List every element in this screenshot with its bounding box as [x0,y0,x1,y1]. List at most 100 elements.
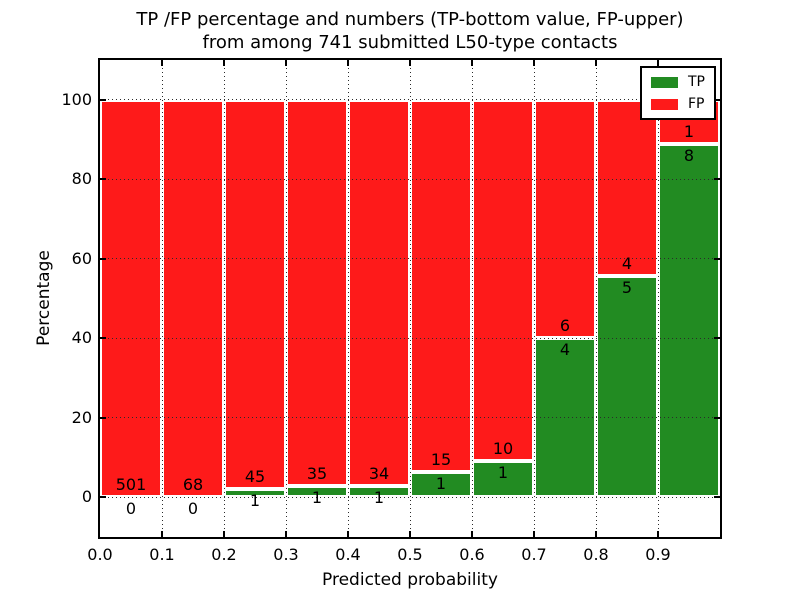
v-gridline [471,60,473,537]
fp-count-label: 68 [182,475,204,495]
plot-area: TP FP 501 0 68 0 45 1 35 1 34 1 15 1 10 1 6 4 4 5 1 8 [100,60,720,537]
bar-fp-segment [162,99,224,498]
y-tick-left [100,496,106,499]
fp-count-label: 15 [430,450,452,470]
x-tick-bottom [533,531,535,537]
x-tick-top [285,60,287,66]
tp-count-label: 0 [125,499,137,519]
x-tick-label: 0.4 [335,545,361,564]
x-tick-top [595,60,597,66]
bar-fp-segment [534,99,596,339]
x-tick-bottom [595,531,597,537]
x-tick-label: 0.2 [211,545,237,564]
v-gridline [223,60,225,537]
fp-count-label: 4 [621,254,633,274]
fp-count-label: 501 [115,475,147,495]
bar-fp-segment [348,99,410,486]
bar-tp-segment [348,485,410,498]
x-tick-label: 0.7 [521,545,547,564]
y-tick-label: 60 [71,248,92,268]
v-gridline [347,60,349,537]
tp-count-label: 4 [559,340,571,360]
v-gridline [161,60,163,537]
y-tick-right [714,496,720,499]
fp-count-label: 1 [683,121,695,141]
tp-count-label: 0 [187,499,199,519]
y-tick-right [714,98,720,101]
fp-count-label: 34 [368,463,390,483]
x-tick-bottom [347,531,349,537]
x-tick-bottom [285,531,287,537]
tp-count-label: 5 [621,278,633,298]
y-tick-right [714,337,720,340]
y-tick-right [714,416,720,419]
fp-count-label: 35 [306,464,328,484]
x-tick-top [223,60,225,66]
x-tick-bottom [471,531,473,537]
tp-count-label: 1 [373,487,385,507]
legend-label-tp: TP [688,74,705,90]
v-gridline [409,60,411,537]
v-gridline [595,60,597,537]
x-tick-top [657,60,659,66]
y-tick-left [100,257,106,260]
x-axis-label: Predicted probability [322,570,498,590]
fp-count-label: 10 [492,439,514,459]
y-tick-left [100,416,106,419]
chart-title-line-1: TP /FP percentage and numbers (TP-bottom… [136,9,684,30]
legend-item-fp: FP [651,97,705,111]
x-tick-label: 0.9 [645,545,671,564]
v-gridline [533,60,535,537]
x-tick-top [161,60,163,66]
chart-title-line-2: from among 741 submitted L50-type contac… [202,32,618,53]
y-tick-right [714,257,720,260]
bar-tp-segment [224,488,286,498]
legend: TP FP [640,66,716,120]
fp-count-label: 45 [244,466,266,486]
y-tick-label: 80 [71,169,92,189]
x-tick-top [471,60,473,66]
x-tick-bottom [161,531,163,537]
v-gridline [285,60,287,537]
tp-count-label: 1 [249,490,261,510]
y-tick-left [100,337,106,340]
legend-item-tp: TP [651,75,705,89]
legend-swatch-fp-icon [651,98,678,110]
x-tick-label: 0.0 [87,545,113,564]
y-tick-label: 100 [61,89,92,109]
legend-swatch-tp-icon [651,76,678,88]
x-tick-top [533,60,535,66]
y-tick-label: 0 [81,487,92,507]
bar-tp-segment [596,276,658,498]
x-tick-top [409,60,411,66]
bar-fp-segment [286,99,348,487]
v-gridline [657,60,659,537]
fp-count-label: 6 [559,316,571,336]
bar-fp-segment [100,99,162,498]
bar-fp-segment [224,99,286,489]
y-tick-right [714,178,720,181]
x-tick-label: 0.8 [583,545,609,564]
y-tick-left [100,98,106,101]
x-tick-bottom [409,531,411,537]
bar-tp-segment [410,472,472,498]
legend-label-fp: FP [688,96,705,112]
y-tick-left [100,178,106,181]
x-tick-label: 0.6 [459,545,485,564]
bar-tp-segment [658,143,720,498]
tp-count-label: 1 [435,474,447,494]
x-tick-bottom [223,531,225,537]
x-tick-label: 0.1 [149,545,175,564]
x-tick-label: 0.3 [273,545,299,564]
bar-fp-segment [596,99,658,277]
bar-fp-segment [410,99,472,473]
y-tick-label: 40 [71,328,92,348]
bar-tp-segment [472,461,534,498]
bar-fp-segment [472,99,534,462]
y-tick-label: 20 [71,407,92,427]
x-tick-label: 0.5 [397,545,423,564]
tp-count-label: 1 [311,488,323,508]
x-tick-bottom [657,531,659,537]
tp-count-label: 1 [497,463,509,483]
